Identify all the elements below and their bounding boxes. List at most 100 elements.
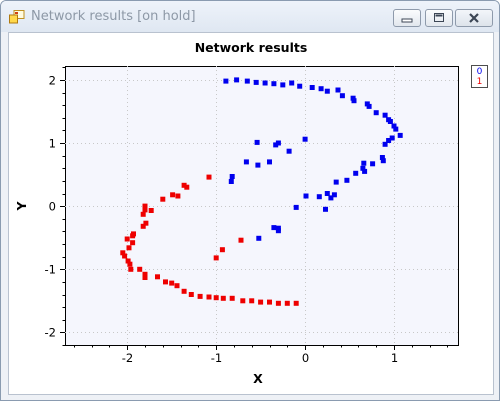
point-series-0 — [271, 225, 277, 231]
point-series-0 — [273, 142, 279, 148]
point-series-1 — [206, 294, 212, 300]
chart-legend: 0 1 — [471, 65, 488, 88]
point-series-0 — [324, 191, 330, 196]
point-series-0 — [244, 78, 250, 84]
point-series-0 — [335, 87, 341, 93]
point-series-1 — [128, 266, 134, 272]
point-series-0 — [254, 139, 260, 145]
point-series-1 — [120, 250, 126, 256]
minimize-button[interactable] — [393, 9, 421, 27]
point-series-0 — [333, 179, 339, 185]
point-series-1 — [143, 220, 149, 226]
point-series-0 — [351, 98, 357, 104]
point-series-0 — [386, 138, 392, 143]
point-series-1 — [219, 247, 225, 253]
point-series-0 — [293, 204, 299, 210]
axis-ticks: -2 -1 0 1 -2 -1 0 1 2 — [45, 67, 448, 365]
point-series-1 — [267, 299, 272, 305]
app-window-icon — [9, 10, 25, 24]
point-series-1 — [126, 245, 132, 251]
y-tick-label: 2 — [49, 74, 56, 88]
point-series-0 — [353, 170, 359, 176]
point-series-1 — [206, 174, 212, 180]
point-series-1 — [220, 295, 226, 301]
point-series-1 — [125, 258, 131, 264]
close-icon — [469, 13, 479, 23]
point-series-0 — [324, 88, 330, 94]
point-series-1 — [275, 300, 281, 306]
y-tick-label: 1 — [49, 137, 56, 151]
point-series-1 — [181, 182, 187, 188]
maximize-button[interactable] — [425, 9, 453, 27]
point-series-1 — [130, 233, 136, 239]
point-series-0 — [370, 161, 376, 167]
point-series-0 — [328, 195, 334, 201]
minimize-icon — [401, 18, 413, 23]
point-series-1 — [240, 298, 246, 304]
legend-entry-0: 0 — [476, 67, 483, 77]
point-series-1 — [127, 261, 133, 267]
point-series-0 — [366, 103, 372, 109]
title-bar[interactable]: Network results [on hold] — [1, 1, 499, 32]
point-series-1 — [160, 196, 166, 202]
close-button[interactable] — [455, 9, 493, 27]
point-series-0 — [255, 162, 261, 168]
point-series-0 — [262, 80, 268, 86]
point-series-1 — [148, 208, 154, 213]
x-tick-label: -1 — [211, 351, 222, 365]
point-series-1 — [142, 203, 148, 209]
point-series-0 — [289, 80, 295, 86]
point-series-0 — [302, 136, 308, 142]
point-series-0 — [373, 110, 379, 116]
point-series-0 — [223, 78, 229, 84]
point-series-0 — [323, 206, 328, 212]
point-series-1 — [170, 192, 176, 198]
point-series-0 — [318, 86, 324, 92]
point-series-1 — [284, 300, 290, 306]
point-series-1 — [142, 271, 148, 277]
point-series-0 — [253, 79, 259, 85]
point-series-1 — [238, 237, 244, 243]
data-points — [120, 77, 403, 306]
point-series-1 — [258, 299, 264, 305]
point-series-1 — [213, 255, 219, 261]
point-series-0 — [280, 82, 286, 88]
chart-panel: -2 -1 0 1 -2 -1 0 1 2 Network results X Y 0 1 — [8, 32, 494, 395]
point-series-0 — [234, 77, 240, 83]
point-series-0 — [286, 148, 292, 154]
point-series-1 — [181, 288, 187, 294]
point-series-1 — [130, 240, 136, 246]
y-tick-label: 0 — [49, 200, 56, 214]
point-series-1 — [197, 293, 203, 299]
point-series-0 — [391, 123, 397, 129]
point-series-1 — [229, 295, 235, 301]
point-series-0 — [243, 159, 249, 165]
y-tick-label: -1 — [45, 263, 56, 277]
point-series-0 — [229, 174, 235, 179]
point-series-0 — [382, 112, 388, 118]
point-series-0 — [361, 160, 367, 166]
point-series-1 — [184, 184, 190, 190]
scatter-chart: -2 -1 0 1 -2 -1 0 1 2 Network results X Y — [14, 40, 459, 386]
x-tick-label: -2 — [122, 351, 133, 365]
point-series-1 — [140, 211, 146, 217]
point-series-1 — [122, 253, 128, 259]
point-series-1 — [124, 236, 130, 242]
point-series-0 — [379, 155, 385, 160]
point-series-1 — [188, 292, 194, 297]
point-series-1 — [293, 300, 299, 306]
point-series-0 — [303, 193, 309, 199]
point-series-1 — [249, 298, 255, 304]
point-series-0 — [380, 158, 386, 164]
point-series-0 — [362, 168, 368, 174]
point-series-0 — [389, 135, 395, 141]
point-series-0 — [297, 83, 303, 89]
point-series-0 — [316, 194, 322, 200]
point-series-1 — [142, 207, 148, 213]
point-series-0 — [344, 177, 350, 183]
point-series-0 — [339, 93, 345, 99]
point-series-1 — [155, 274, 160, 280]
point-series-1 — [169, 280, 175, 286]
y-axis-label: Y — [14, 201, 29, 212]
